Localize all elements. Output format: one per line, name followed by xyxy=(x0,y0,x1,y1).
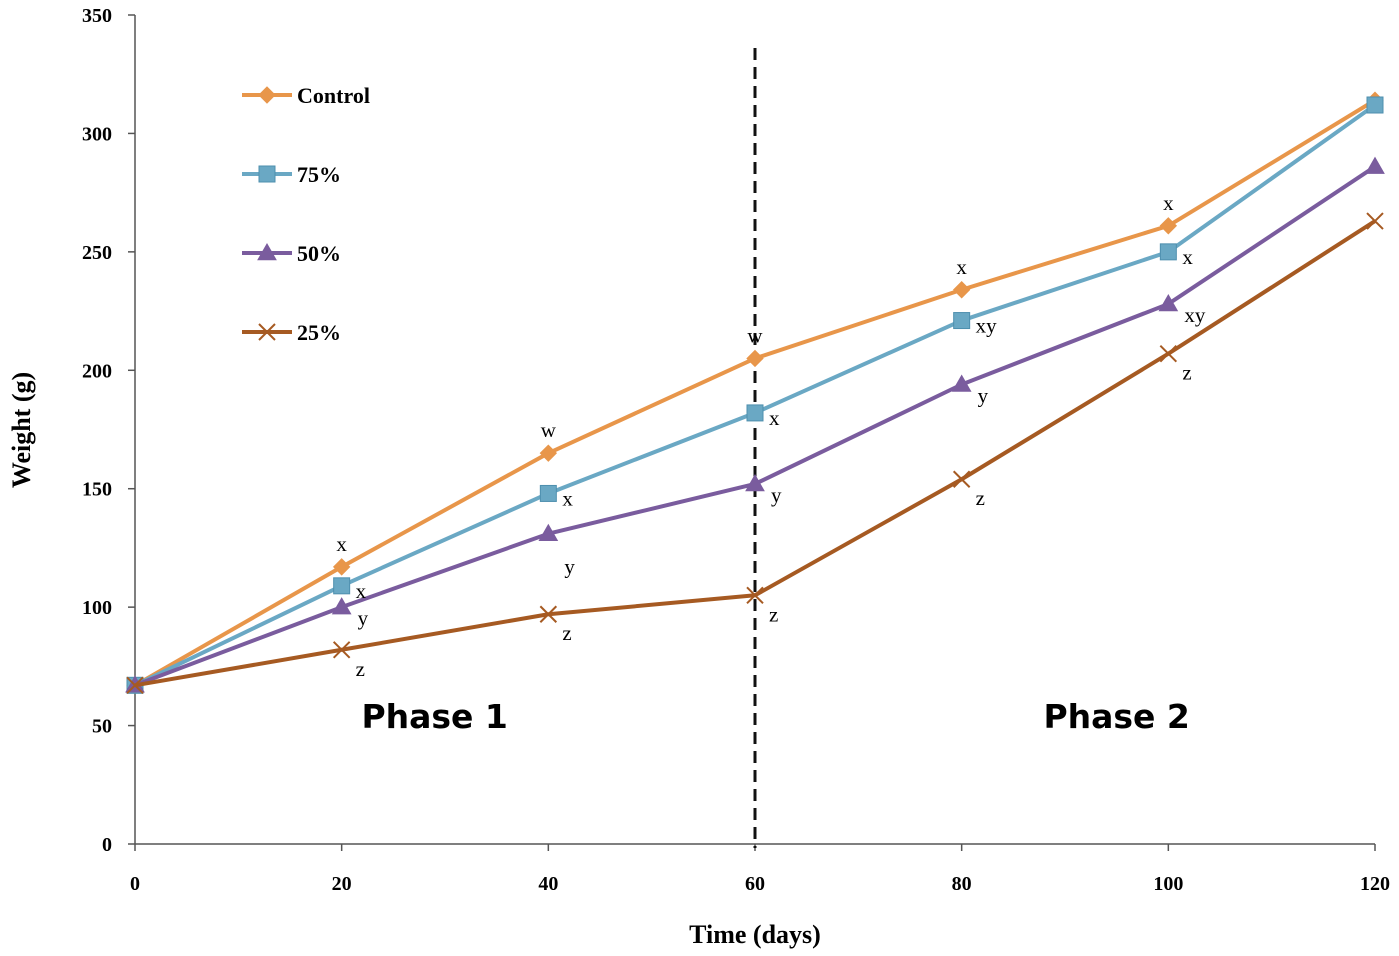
significance-label: y xyxy=(978,383,989,407)
x-tick-label: 60 xyxy=(745,873,765,895)
data-point xyxy=(126,676,144,695)
y-tick-label: 300 xyxy=(82,123,112,145)
phase-labels: Phase 1 Phase 2 xyxy=(361,697,1189,736)
y-tick-label: 250 xyxy=(82,242,112,264)
legend-label: Control xyxy=(297,83,370,108)
legend-marker xyxy=(258,323,276,341)
y-tick-label: 100 xyxy=(82,597,112,619)
significance-label: x xyxy=(769,406,780,430)
legend-entry: 25% xyxy=(242,320,341,345)
x-tick-label: 20 xyxy=(332,873,352,895)
significance-label: y xyxy=(358,606,369,630)
significance-label: x xyxy=(956,255,967,279)
legend-marker xyxy=(258,165,276,183)
significance-label: xy xyxy=(976,314,998,338)
data-point xyxy=(1158,293,1179,312)
significance-label: y xyxy=(771,483,782,507)
phase-label: Phase 1 xyxy=(361,697,507,736)
data-point xyxy=(746,404,764,422)
legend: Control 75% 50% 25% xyxy=(242,83,370,345)
significance-label: x xyxy=(1182,245,1193,269)
legend-label: 50% xyxy=(297,241,341,266)
legend-label: 25% xyxy=(297,320,341,345)
data-point xyxy=(331,597,352,615)
significance-label: z xyxy=(356,657,365,681)
x-tick-label: 100 xyxy=(1153,873,1183,895)
data-point xyxy=(1366,212,1384,230)
y-tick-label: 0 xyxy=(102,834,112,856)
series-lines xyxy=(125,91,1385,695)
y-tick-label: 200 xyxy=(82,360,112,382)
data-point xyxy=(1159,243,1177,261)
legend-label: 75% xyxy=(297,162,341,187)
data-point xyxy=(1159,344,1178,363)
legend-marker xyxy=(258,86,276,104)
legend-marker xyxy=(257,242,277,261)
series-3 xyxy=(126,212,1384,695)
axes: 0 50 100 150 200 250 300 350 0 20 40 60 80 100 120 xyxy=(82,5,1390,895)
data-point xyxy=(539,484,557,502)
significance-label: w xyxy=(747,323,763,347)
x-tick-label: 0 xyxy=(130,873,140,895)
legend-entry: 75% xyxy=(242,162,341,187)
significance-label: z xyxy=(1182,361,1191,385)
data-point xyxy=(1366,96,1384,114)
data-point xyxy=(1365,156,1385,174)
data-point xyxy=(746,349,764,368)
data-point xyxy=(1159,217,1178,235)
y-tick-label: 350 xyxy=(82,5,112,27)
legend-entry: 50% xyxy=(242,241,341,266)
data-point xyxy=(952,281,971,299)
significance-label: z xyxy=(562,621,571,645)
x-tick-label: 40 xyxy=(538,873,558,895)
data-point xyxy=(746,586,764,605)
y-tick-label: 150 xyxy=(82,479,112,501)
significance-label: y xyxy=(564,555,575,579)
data-point xyxy=(951,374,972,392)
data-point xyxy=(953,312,971,330)
significance-label: x xyxy=(562,486,573,510)
y-axis-title: Weight (g) xyxy=(7,372,36,488)
series-0 xyxy=(126,91,1384,695)
significance-label: x xyxy=(356,579,367,603)
data-point xyxy=(952,470,971,488)
x-tick-label: 80 xyxy=(952,873,972,895)
legend-entry: Control xyxy=(242,83,370,108)
phase-label: Phase 2 xyxy=(1043,697,1189,736)
significance-label: xy xyxy=(1184,303,1206,327)
significance-label: w xyxy=(541,418,557,442)
significance-label: z xyxy=(976,486,985,510)
series-2 xyxy=(125,156,1385,693)
data-point xyxy=(539,605,558,623)
data-point xyxy=(332,558,351,576)
data-point xyxy=(745,473,765,492)
x-tick-label: 120 xyxy=(1360,873,1390,895)
data-point xyxy=(332,641,351,659)
significance-label: x xyxy=(1163,191,1174,215)
data-point xyxy=(538,523,559,541)
y-tick-label: 50 xyxy=(92,716,112,738)
significance-label: z xyxy=(769,602,778,626)
data-point xyxy=(539,444,558,462)
x-axis-title: Time (days) xyxy=(689,920,821,949)
significance-label: x xyxy=(336,532,347,556)
data-point xyxy=(333,577,351,595)
